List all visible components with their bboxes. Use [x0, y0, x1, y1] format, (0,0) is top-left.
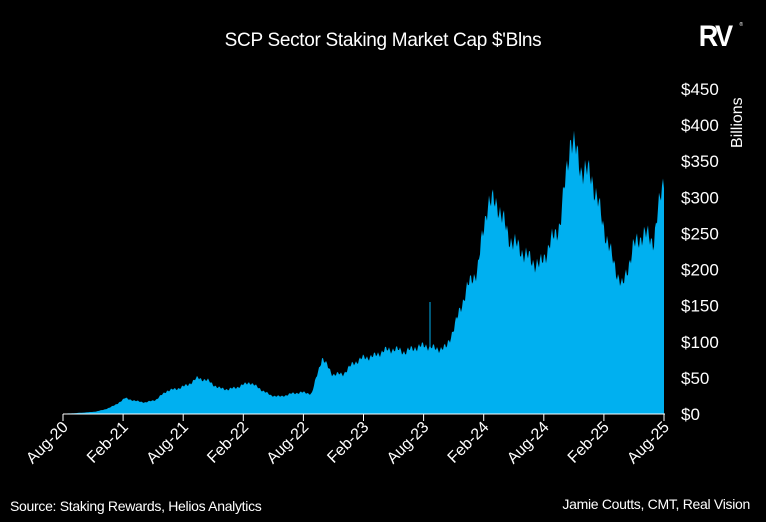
registered-mark: ®: [739, 22, 743, 28]
market-cap-area: [63, 130, 664, 414]
logo-text: RV: [698, 20, 733, 53]
x-tick-label: Aug-20: [23, 419, 72, 468]
y-tick-label: $250: [681, 224, 719, 243]
x-tick-label: Feb-25: [565, 419, 613, 467]
author-credit: Jamie Coutts, CMT, Real Vision: [562, 496, 750, 512]
x-tick-label: Aug-21: [144, 419, 193, 468]
x-tick-label: Feb-23: [324, 419, 372, 467]
chart-title: SCP Sector Staking Market Cap $'Blns: [224, 30, 542, 51]
x-tick-label: Feb-22: [204, 419, 252, 467]
y-axis-ticks: $0 $50 $100 $150 $200 $250 $300 $350 $400 $450: [681, 80, 719, 424]
x-tick-label: Feb-24: [445, 419, 493, 467]
y-tick-label: $100: [681, 333, 719, 352]
y-tick-label: $50: [681, 369, 709, 388]
y-tick-label: $450: [681, 80, 719, 99]
rv-logo: RV ®: [697, 22, 747, 52]
x-tick-label: Feb-21: [84, 419, 132, 467]
y-tick-label: $300: [681, 188, 719, 207]
x-tick-label: Aug-25: [624, 419, 673, 468]
y-tick-label: $400: [681, 116, 719, 135]
y-tick-label: $150: [681, 297, 719, 316]
x-tick-label: Aug-24: [504, 419, 553, 468]
y-tick-label: $350: [681, 152, 719, 171]
x-tick-label: Aug-22: [264, 419, 313, 468]
y-axis-label: Billions: [729, 97, 746, 148]
x-axis-ticks: Aug-20 Feb-21 Aug-21 Feb-22 Aug-22 Feb-23 Aug-…: [23, 414, 673, 467]
y-tick-label: $0: [681, 405, 700, 424]
source-note: Source: Staking Rewards, Helios Analytic…: [10, 498, 262, 514]
y-tick-label: $200: [681, 261, 719, 280]
x-tick-label: Aug-23: [384, 419, 433, 468]
